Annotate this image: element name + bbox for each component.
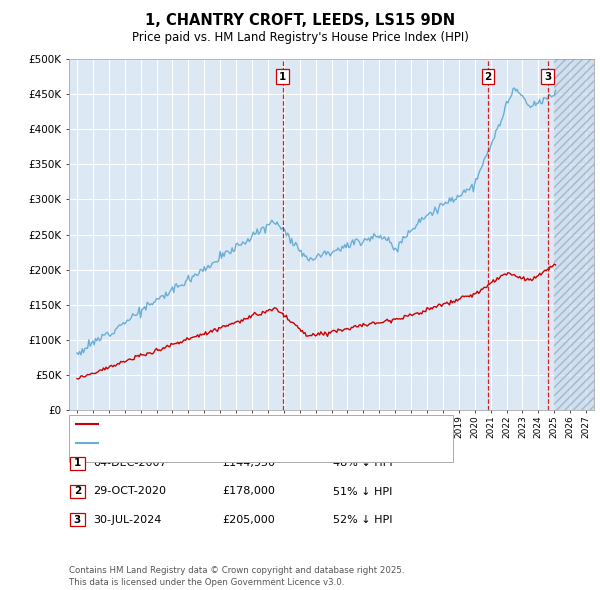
Text: £144,950: £144,950 [222,458,275,468]
Text: £178,000: £178,000 [222,487,275,496]
Text: 48% ↓ HPI: 48% ↓ HPI [333,458,392,468]
Text: Price paid vs. HM Land Registry's House Price Index (HPI): Price paid vs. HM Land Registry's House … [131,31,469,44]
Text: 51% ↓ HPI: 51% ↓ HPI [333,487,392,496]
Text: Contains HM Land Registry data © Crown copyright and database right 2025.
This d: Contains HM Land Registry data © Crown c… [69,566,404,587]
Text: 3: 3 [74,515,81,525]
Text: 29-OCT-2020: 29-OCT-2020 [93,487,166,496]
Text: 2: 2 [74,487,81,496]
Bar [554,59,594,410]
Text: 1, CHANTRY CROFT, LEEDS, LS15 9DN (detached house): 1, CHANTRY CROFT, LEEDS, LS15 9DN (detac… [102,419,395,429]
Text: 1: 1 [74,458,81,468]
Text: 2: 2 [484,71,491,81]
Text: 1, CHANTRY CROFT, LEEDS, LS15 9DN: 1, CHANTRY CROFT, LEEDS, LS15 9DN [145,13,455,28]
Bar [554,59,594,410]
Text: 52% ↓ HPI: 52% ↓ HPI [333,515,392,525]
Text: £205,000: £205,000 [222,515,275,525]
Text: HPI: Average price, detached house, Leeds: HPI: Average price, detached house, Leed… [102,438,325,447]
Text: 1: 1 [279,71,286,81]
Text: 04-DEC-2007: 04-DEC-2007 [93,458,167,468]
Text: 3: 3 [544,71,551,81]
Text: 30-JUL-2024: 30-JUL-2024 [93,515,161,525]
